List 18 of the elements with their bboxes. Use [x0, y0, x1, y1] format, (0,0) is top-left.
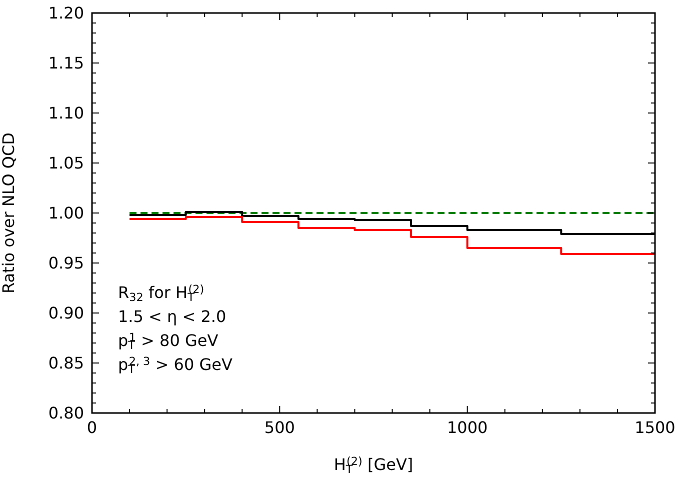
- y-tick-label: 0.90: [48, 304, 84, 323]
- x-tick-label: 500: [264, 418, 295, 437]
- x-tick-label: 1500: [634, 418, 676, 437]
- y-tick-label: 0.85: [48, 354, 84, 373]
- y-axis-title: Ratio over NLO QCD: [0, 132, 18, 294]
- y-tick-label: 1.15: [48, 54, 84, 73]
- y-tick-label: 1.10: [48, 104, 84, 123]
- y-tick-label: 1.05: [48, 154, 84, 173]
- x-tick-label: 0: [86, 418, 98, 437]
- annotation: p$_{T}$$^{1}$ > 80 GeV: [118, 331, 218, 352]
- annotation: p$_{T}$$^{2, 3}$ > 60 GeV: [118, 355, 232, 376]
- y-tick-label: 0.80: [48, 404, 84, 423]
- annotation: 1.5 < η < 2.0: [118, 307, 226, 326]
- x-axis-title: H$_{T}$$^{(2)}$ [GeV]: [334, 455, 414, 476]
- x-tick-label: 1000: [446, 418, 488, 437]
- y-tick-label: 1.00: [48, 204, 84, 223]
- y-tick-label: 0.95: [48, 254, 84, 273]
- y-tick-label: 1.20: [48, 4, 84, 23]
